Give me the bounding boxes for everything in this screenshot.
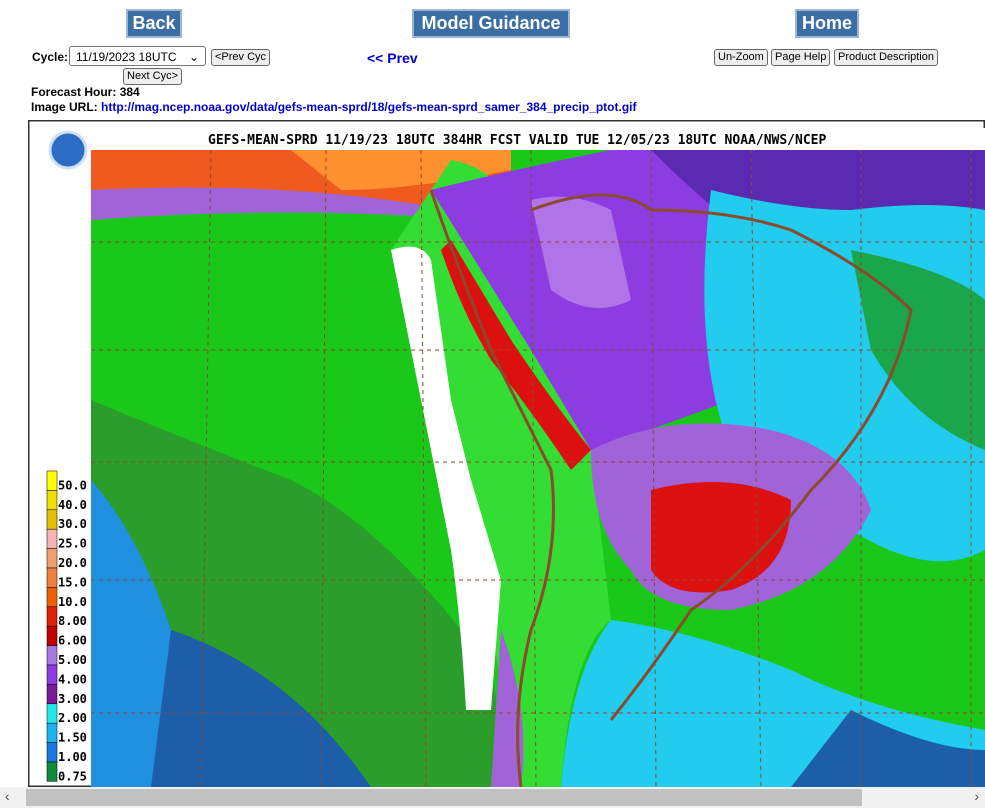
forecast-map: GEFS-MEAN-SPRD 11/19/23 18UTC 384HR FCST…: [28, 120, 985, 787]
legend-swatch: [46, 722, 58, 743]
scroll-thumb[interactable]: [26, 789, 862, 806]
forecast-hour-value: 384: [119, 85, 140, 99]
legend-label: 6.00: [58, 634, 87, 648]
un-zoom-button[interactable]: Un-Zoom: [714, 49, 768, 66]
legend-swatch: [46, 470, 58, 491]
legend-swatch: [46, 548, 58, 569]
image-url-link[interactable]: http://mag.ncep.noaa.gov/data/gefs-mean-…: [101, 100, 637, 114]
horizontal-scrollbar[interactable]: ‹ ›: [0, 787, 985, 808]
forecast-hour: Forecast Hour: 384: [31, 85, 140, 99]
page-help-button[interactable]: Page Help: [771, 49, 831, 66]
forecast-hour-label: Forecast Hour:: [31, 85, 117, 99]
map-field: [91, 149, 985, 787]
image-url-label: Image URL:: [31, 100, 98, 114]
legend-label: 20.0: [58, 556, 87, 570]
prev-link[interactable]: << Prev: [367, 50, 418, 66]
model-guidance-button[interactable]: Model Guidance: [412, 9, 570, 38]
legend-swatch: [46, 664, 58, 685]
legend-swatch: [46, 509, 58, 530]
legend-label: 3.00: [58, 692, 87, 706]
legend-label: 50.0: [58, 478, 87, 492]
legend-swatch: [46, 742, 58, 763]
home-button[interactable]: Home: [795, 9, 859, 38]
legend-swatch: [46, 684, 58, 705]
prev-cycle-button[interactable]: <Prev Cyc: [211, 49, 271, 66]
legend-label: 5.00: [58, 653, 87, 667]
select-arrow: ⌄: [188, 50, 199, 64]
map-title: GEFS-MEAN-SPRD 11/19/23 18UTC 384HR FCST…: [208, 133, 826, 148]
legend-label: 1.00: [58, 750, 87, 764]
legend-label: 25.0: [58, 537, 87, 551]
noaa-logo: [48, 130, 88, 170]
legend-swatch: [46, 528, 58, 549]
legend-label: 2.00: [58, 711, 87, 725]
legend-label: 4.00: [58, 672, 87, 686]
title-bar: [91, 128, 985, 150]
legend-swatch: [46, 490, 58, 511]
legend-swatch: [46, 645, 58, 666]
image-url: Image URL: http://mag.ncep.noaa.gov/data…: [31, 100, 637, 114]
product-description-button[interactable]: Product Description: [834, 49, 938, 66]
legend: 50.0 40.0 30.0 25.0 20.0 15.0 10.0 8.00 6.00 5.00…: [46, 470, 87, 783]
cycle-select[interactable]: 11/19/2023 18UTC ⌄: [69, 46, 206, 66]
legend-swatch: [46, 625, 58, 646]
legend-swatch: [46, 761, 58, 782]
legend-label: 10.0: [58, 595, 87, 609]
cycle-label: Cycle:: [32, 50, 69, 64]
scroll-left[interactable]: ‹: [5, 788, 10, 804]
legend-label: 40.0: [58, 498, 87, 512]
legend-swatch: [46, 587, 58, 608]
legend-swatch: [46, 567, 58, 588]
legend-label: 15.0: [58, 575, 87, 589]
legend-label: 0.75: [58, 769, 87, 783]
legend-swatch: [46, 703, 58, 724]
legend-label: 8.00: [58, 614, 87, 628]
next-cycle-button[interactable]: Next Cyc>: [123, 68, 183, 85]
scroll-right[interactable]: ›: [974, 788, 979, 804]
back-button[interactable]: Back: [126, 9, 182, 38]
legend-label: 1.50: [58, 731, 87, 745]
cycle-value: 11/19/2023 18UTC: [76, 50, 177, 64]
legend-label: 30.0: [58, 517, 87, 531]
legend-swatch: [46, 606, 58, 627]
